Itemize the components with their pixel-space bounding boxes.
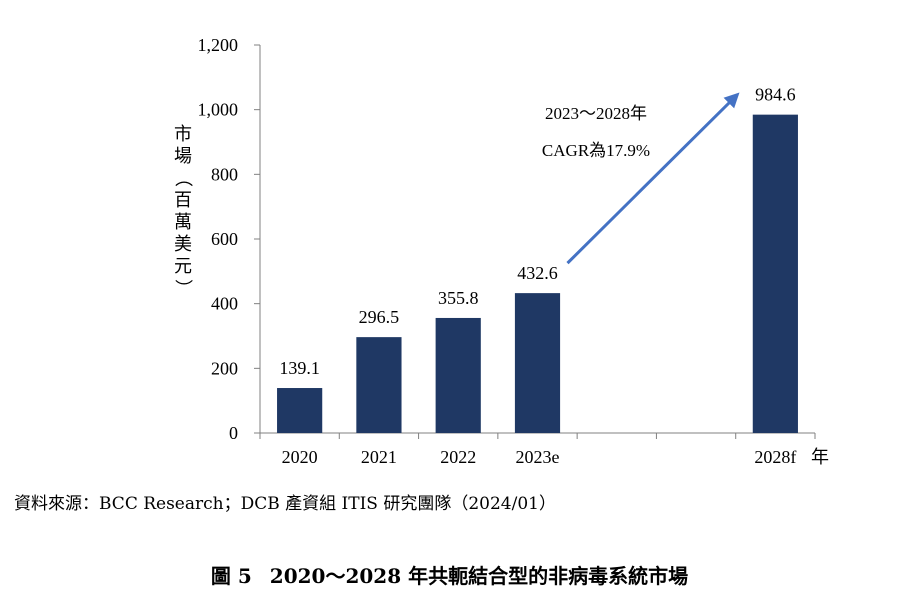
bar-2028f	[752, 114, 798, 434]
y-axis-title-char: 元	[174, 256, 192, 277]
cagr-annotation-rate: CAGR為17.9%	[542, 141, 650, 160]
x-tick-label: 2021	[361, 447, 397, 467]
bar-2020	[277, 388, 323, 433]
y-axis-title-char: ）	[172, 279, 193, 297]
data-label-2020: 139.1	[279, 358, 320, 378]
source-note: 資料來源：BCC Research；DCB 產資組 ITIS 研究團隊（2024…	[14, 494, 556, 514]
figure-title: 2020～2028 年共軛結合型的非病毒系統市場	[269, 564, 689, 588]
y-axis-title-char: （	[172, 169, 193, 187]
data-label-2028f: 984.6	[755, 85, 796, 105]
data-label-2022: 355.8	[438, 288, 479, 308]
cagr-arrow	[566, 92, 740, 265]
figure-caption: 圖 5 2020～2028 年共軛結合型的非病毒系統市場	[0, 560, 899, 589]
bar-2023e	[514, 293, 561, 433]
cagr-annotation-period: 2023～2028年	[545, 104, 647, 123]
y-axis-title-char: 美	[174, 234, 192, 255]
y-tick-label: 800	[211, 164, 238, 184]
y-tick-label: 0	[229, 423, 238, 443]
y-tick-label: 1,200	[198, 35, 239, 55]
x-tick-label: 2022	[440, 447, 476, 467]
y-tick-label: 1,000	[198, 100, 239, 120]
y-axis-title-char: 百	[174, 190, 192, 211]
bar-2021	[356, 337, 402, 433]
data-label-2021: 296.5	[359, 307, 400, 327]
bar-2022	[435, 317, 481, 433]
x-axis-title: 年	[811, 447, 829, 467]
x-tick-label: 2028f	[754, 447, 796, 467]
y-axis-title-char: 場	[174, 146, 192, 167]
y-tick-label: 200	[211, 358, 238, 378]
x-tick-label: 2020	[282, 447, 318, 467]
y-axis-title-char: 市	[174, 124, 192, 145]
x-tick-label: 2023e	[516, 447, 560, 467]
y-tick-label: 400	[211, 294, 238, 314]
y-axis-title-char: 萬	[174, 212, 192, 233]
figure-number: 圖 5	[210, 564, 252, 588]
data-label-2023e: 432.6	[517, 263, 558, 283]
y-tick-label: 600	[211, 229, 238, 249]
